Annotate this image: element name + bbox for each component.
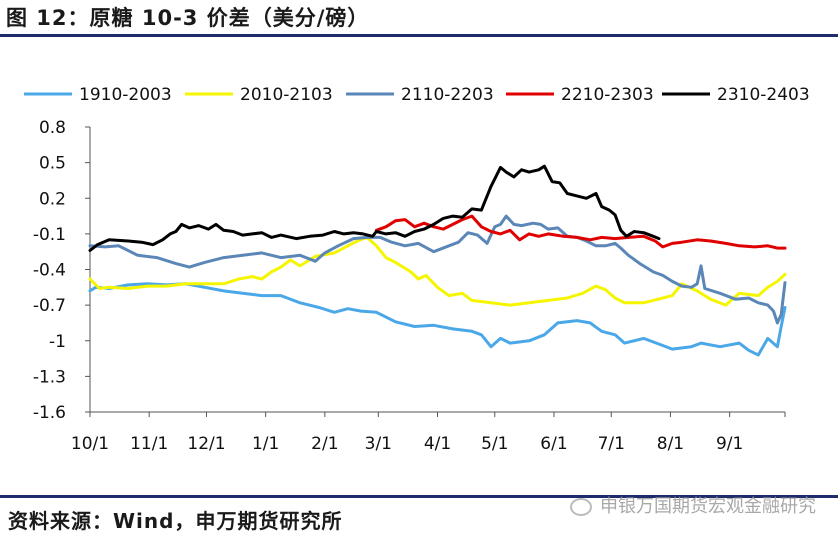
watermark-text: 申银万国期货宏观金融研究 <box>600 496 816 517</box>
source-note: 资料来源：Wind，申万期货研究所 <box>8 509 343 533</box>
series-line <box>88 164 661 252</box>
y-tick-label: -1 <box>49 332 66 352</box>
y-tick-label: -0.4 <box>33 261 66 281</box>
x-tick-label: 4/1 <box>424 434 451 454</box>
watermark: 申银万国期货宏观金融研究 <box>570 492 816 518</box>
x-tick-label: 1/1 <box>252 434 279 454</box>
chart-legend: 1910-2003 2010-2103 2110-2203 2210-2303 2310… <box>24 85 810 105</box>
x-tick-label: 6/1 <box>540 434 567 454</box>
legend-label: 2310-2403 <box>717 85 810 105</box>
x-tick-label: 10/1 <box>71 434 109 454</box>
y-tick-label: -1.3 <box>33 367 66 387</box>
series-line <box>88 282 787 357</box>
figure-title: 图 12：原糖 10-3 价差（美分/磅） <box>6 6 370 30</box>
line-chart: 1910-2003 2010-2103 2110-2203 2210-2303 2310… <box>24 85 810 454</box>
y-tick-label: 0.5 <box>39 154 66 174</box>
x-tick-label: 8/1 <box>657 434 684 454</box>
y-tick-label: 0.8 <box>39 118 66 138</box>
legend-label: 2110-2203 <box>401 85 494 105</box>
y-tick-label: -0.7 <box>33 296 66 316</box>
legend-label: 2210-2303 <box>561 85 654 105</box>
title-rule <box>0 34 838 37</box>
x-tick-label: 9/1 <box>716 434 743 454</box>
x-tick-label: 5/1 <box>481 434 508 454</box>
chart-series-group <box>88 164 787 357</box>
x-tick-label: 12/1 <box>187 434 225 454</box>
x-tick-label: 7/1 <box>598 434 625 454</box>
x-tick-label: 11/1 <box>130 434 168 454</box>
y-tick-label: 0.2 <box>39 189 66 209</box>
wechat-icon <box>570 498 592 516</box>
series-line <box>374 214 787 250</box>
source-rule <box>0 495 838 498</box>
y-axis: 0.8 0.5 0.2 -0.1 -0.4 -0.7 -1 -1.3 -1.6 <box>33 118 91 423</box>
y-tick-label: -0.1 <box>33 225 66 245</box>
x-tick-label: 2/1 <box>311 434 338 454</box>
legend-label: 1910-2003 <box>79 85 172 105</box>
legend-label: 2010-2103 <box>240 85 333 105</box>
x-axis: 10/1 11/1 12/1 1/1 2/1 3/1 4/1 5/1 6/1 7/1 8/1 9/1 <box>71 411 786 454</box>
series-line <box>88 235 787 307</box>
x-tick-label: 3/1 <box>365 434 392 454</box>
series-line <box>88 214 787 325</box>
y-tick-label: -1.6 <box>33 403 66 423</box>
